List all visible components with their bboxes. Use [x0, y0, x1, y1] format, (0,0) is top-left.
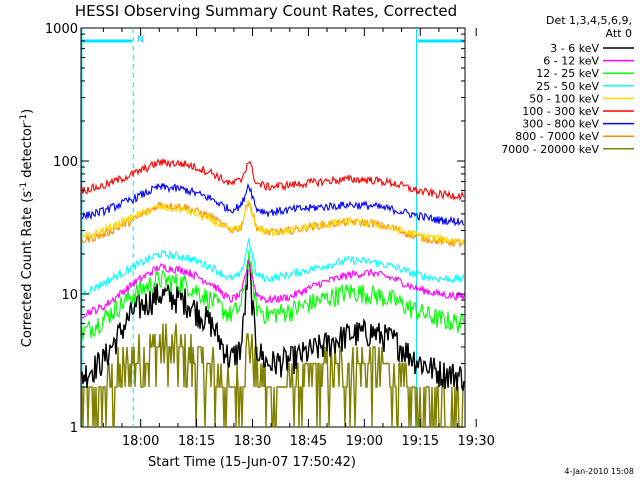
plot-frame: [80, 27, 466, 428]
series-line: [82, 238, 465, 296]
series-line: [81, 182, 465, 227]
legend-entry-label: 3 - 6 keV: [550, 42, 599, 55]
series-line: [81, 260, 465, 392]
series-layer: [81, 158, 465, 428]
x-axis-label: Start Time (15-Jun-07 17:50:42): [148, 455, 356, 470]
x-tick-label: 18:15: [178, 434, 215, 449]
legend-header-line2: Att 0: [606, 27, 632, 40]
x-tick-label: 19:15: [402, 434, 439, 449]
series-line: [81, 323, 464, 428]
legend-entry-label: 12 - 25 keV: [536, 67, 599, 80]
y-tick-label: 1: [70, 421, 78, 436]
x-tick-label: 18:00: [122, 434, 159, 449]
x-tick-label: 18:45: [290, 434, 327, 449]
y-tick-label: 100: [53, 155, 78, 170]
legend-entry-label: 800 - 7000 keV: [515, 130, 599, 143]
night-intervals: N: [81, 28, 464, 427]
x-axis: 18:00 18:15 18:30 18:45 19:00 19:15 19:30: [102, 28, 495, 449]
legend-entry-label: 100 - 300 keV: [522, 105, 599, 118]
y-axis-label: Corrected Count Rate (s-1 detector-1): [19, 109, 35, 347]
legend-entry-label: 6 - 12 keV: [543, 55, 599, 68]
y-tick-label: 10: [61, 288, 78, 303]
timestamp: 4-Jan-2010 15:08: [564, 467, 634, 476]
y-axis: 1 10 100 1000: [45, 22, 465, 436]
series-line: [81, 259, 465, 319]
saa-flag-label: N: [137, 35, 144, 45]
series-line: [81, 200, 465, 249]
x-tick-label: 19:00: [346, 434, 383, 449]
series-line: [81, 250, 465, 340]
legend-entry-label: 50 - 100 keV: [529, 92, 599, 105]
x-tick-label: 19:30: [457, 434, 494, 449]
chart-title: HESSI Observing Summary Count Rates, Cor…: [75, 2, 457, 20]
legend-header-line1: Det 1,3,4,5,6,9,: [546, 14, 632, 27]
series-line: [81, 158, 465, 202]
x-tick-label: 18:30: [234, 434, 271, 449]
y-tick-label: 1000: [45, 22, 78, 37]
legend-entry-label: 7000 - 20000 keV: [501, 143, 599, 156]
series-line: [81, 199, 465, 246]
legend-entry-label: 25 - 50 keV: [536, 80, 599, 93]
legend-entry-label: 300 - 800 keV: [522, 118, 599, 131]
